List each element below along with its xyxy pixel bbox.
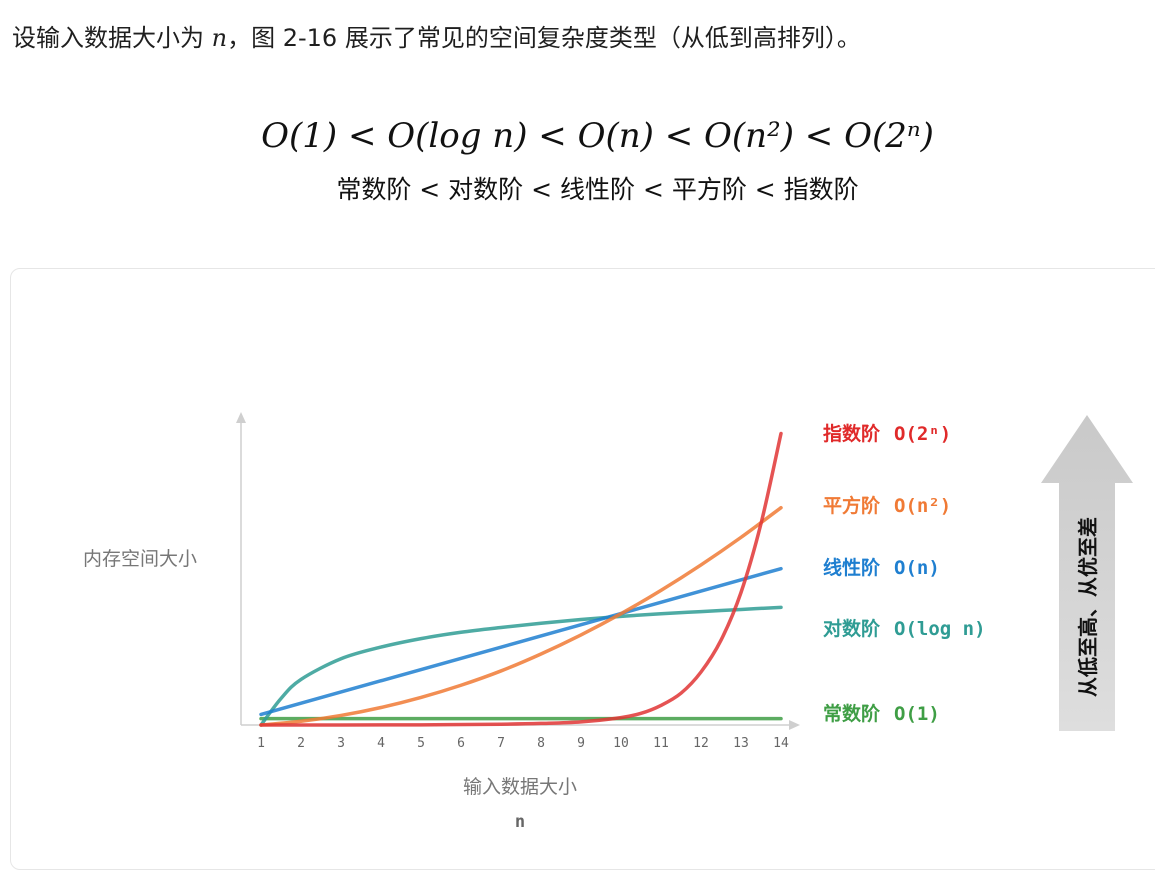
legend-linear-code: O(n) [894,557,940,579]
x-tick-label: 3 [337,736,345,751]
x-tick-label: 12 [693,736,709,751]
x-tick-label: 10 [613,736,629,751]
x-tick-label: 8 [537,736,545,751]
legend-item-logarithmic: 对数阶 O(log n) [823,617,986,640]
complexity-formula: O(1) < O(log n) < O(n) < O(n²) < O(2ⁿ) [0,116,1155,156]
legend-logarithmic-code: O(log n) [894,618,986,640]
legend-constant-label: 常数阶 [823,702,881,725]
x-tick-label: 1 [257,736,265,751]
formula-term-4: O(n²) [704,116,794,156]
legend-item-linear: 线性阶 O(n) [823,556,940,579]
legend-quadratic-code: O(n²) [894,495,951,517]
x-axis-variable: n [515,812,525,832]
up-arrow-icon [1041,415,1133,731]
formula-term-3: O(n) [577,116,654,156]
formula-term-2: O(log n) [387,116,528,156]
formula-lt-4: < [804,116,834,156]
legend: 指数阶 O(2ⁿ) 平方阶 O(n²) 线性阶 O(n) 对数阶 O(log n) 常数… [823,422,986,725]
legend-constant-code: O(1) [894,703,940,725]
intro-after: ，图 2-16 展示了常见的空间复杂度类型（从低到高排列）。 [227,24,861,52]
formula-lt-2: < [538,116,567,156]
formula-term-1: O(1) [261,116,338,156]
x-tick-label: 5 [417,736,425,751]
x-tick-labels: 1 2 3 4 5 6 7 8 9 10 11 12 13 14 [257,736,789,751]
x-tick-label: 4 [377,736,385,751]
legend-item-exponential: 指数阶 O(2ⁿ) [823,422,951,445]
complexity-chart: 内存空间大小 输入数据大小 n 1 2 3 4 5 6 7 8 9 10 11 12 13 14 指数阶 O… [83,412,1133,832]
x-tick-label: 13 [733,736,749,751]
legend-logarithmic-label: 对数阶 [823,617,881,640]
x-axis-arrow-icon [789,720,800,730]
x-tick-label: 2 [297,736,305,751]
y-axis-label: 内存空间大小 [83,548,197,570]
legend-item-constant: 常数阶 O(1) [823,702,940,725]
formula-lt-3: < [664,116,694,156]
figure-card: 内存空间大小 输入数据大小 n 1 2 3 4 5 6 7 8 9 10 11 12 13 14 指数阶 O… [10,268,1155,870]
series-lines [259,431,783,727]
intro-before: 设输入数据大小为 [12,24,212,52]
x-tick-label: 11 [653,736,669,751]
legend-exponential-label: 指数阶 [823,422,881,445]
series-line-对数阶 [259,605,783,727]
legend-quadratic-label: 平方阶 [823,494,881,517]
series-line-指数阶 [259,431,783,727]
x-tick-label: 9 [577,736,585,751]
x-tick-label: 6 [457,736,465,751]
intro-variable: n [211,24,228,52]
y-axis-arrow-icon [236,412,246,423]
complexity-names: 常数阶 < 对数阶 < 线性阶 < 平方阶 < 指数阶 [336,175,859,204]
series-line-平方阶 [259,505,783,727]
x-axis-label: 输入数据大小 [463,776,577,798]
x-tick-label: 14 [773,736,789,751]
arrow-label: 从低至高、从优至差 [1076,517,1100,697]
series-line-线性阶 [259,566,783,717]
formula-term-5: O(2ⁿ) [844,116,934,156]
intro-paragraph: 设输入数据大小为 n，图 2-16 展示了常见的空间复杂度类型（从低到高排列）。 [12,18,861,53]
formula-lt-1: < [347,116,377,156]
legend-exponential-code: O(2ⁿ) [894,423,951,445]
legend-linear-label: 线性阶 [823,556,881,579]
x-tick-label: 7 [497,736,505,751]
legend-item-quadratic: 平方阶 O(n²) [823,494,951,517]
